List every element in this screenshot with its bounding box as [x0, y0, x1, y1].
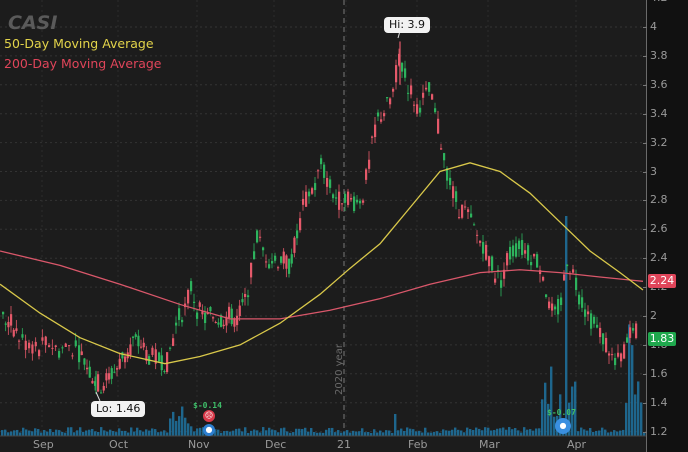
y-tick-mark: [643, 171, 647, 173]
y-tick-label: 1.4: [650, 395, 668, 409]
high-callout: Hi: 3.9: [384, 17, 431, 33]
x-tick-label: Feb: [408, 438, 428, 451]
ma200-price-badge: 2.24: [648, 274, 676, 288]
earnings-label-1: $-0.14: [193, 401, 222, 410]
y-tick-mark: [643, 27, 647, 28]
y-tick-mark: [643, 142, 647, 144]
y-tick-mark: [643, 84, 647, 86]
y-tick-label: 2: [650, 309, 657, 322]
lightbulb-icon[interactable]: ●: [555, 418, 571, 434]
x-tick-label: Dec: [265, 438, 287, 451]
y-tick-label: 1.6: [650, 366, 668, 380]
price-plot[interactable]: [0, 0, 646, 440]
y-tick-mark: [643, 229, 647, 231]
x-tick-label: Mar: [479, 438, 500, 451]
y-tick-label: 2.8: [650, 193, 668, 207]
y-tick-label: 4.2: [650, 0, 668, 4]
ticker-logo: CASI: [8, 12, 58, 34]
lightbulb-icon[interactable]: ●: [203, 424, 215, 436]
y-tick-mark: [643, 258, 647, 260]
earnings-label-2: $-0.07: [547, 408, 576, 417]
last-price-badge: 1.83: [648, 332, 676, 346]
legend-ma50: 50-Day Moving Average: [4, 36, 154, 51]
y-tick-mark: [643, 344, 647, 346]
x-tick-label: Apr: [567, 438, 587, 451]
y-tick-mark: [643, 113, 647, 115]
low-callout: Lo: 1.46: [91, 401, 146, 417]
y-tick-mark: [643, 55, 647, 57]
x-tick-label: Oct: [109, 438, 129, 451]
y-tick-label: 2.6: [650, 222, 668, 236]
earnings-miss-icon[interactable]: ☹: [203, 410, 215, 422]
year-marker-label: 2020 year: [334, 344, 345, 395]
y-tick-label: 1.2: [650, 424, 668, 438]
y-tick-mark: [643, 373, 647, 375]
y-tick-label: 3.6: [650, 77, 668, 91]
x-tick-label: 21: [337, 438, 351, 451]
y-tick-mark: [643, 200, 647, 202]
y-tick-mark: [643, 316, 647, 317]
legend-ma200: 200-Day Moving Average: [4, 56, 162, 71]
y-tick-mark: [643, 287, 647, 289]
x-tick-label: Nov: [188, 438, 210, 451]
y-tick-label: 3.2: [650, 135, 668, 149]
y-tick-mark: [643, 431, 647, 433]
y-tick-mark: [643, 402, 647, 404]
y-tick-label: 4: [650, 20, 657, 33]
y-tick-label: 3.8: [650, 48, 668, 62]
y-tick-label: 3: [650, 164, 657, 178]
x-tick-label: Sep: [33, 438, 54, 451]
y-tick-label: 2.4: [650, 251, 668, 265]
y-tick-label: 3.4: [650, 106, 668, 120]
price-axis[interactable]: 4.243.83.63.43.232.82.62.42.221.81.61.41…: [643, 0, 688, 452]
